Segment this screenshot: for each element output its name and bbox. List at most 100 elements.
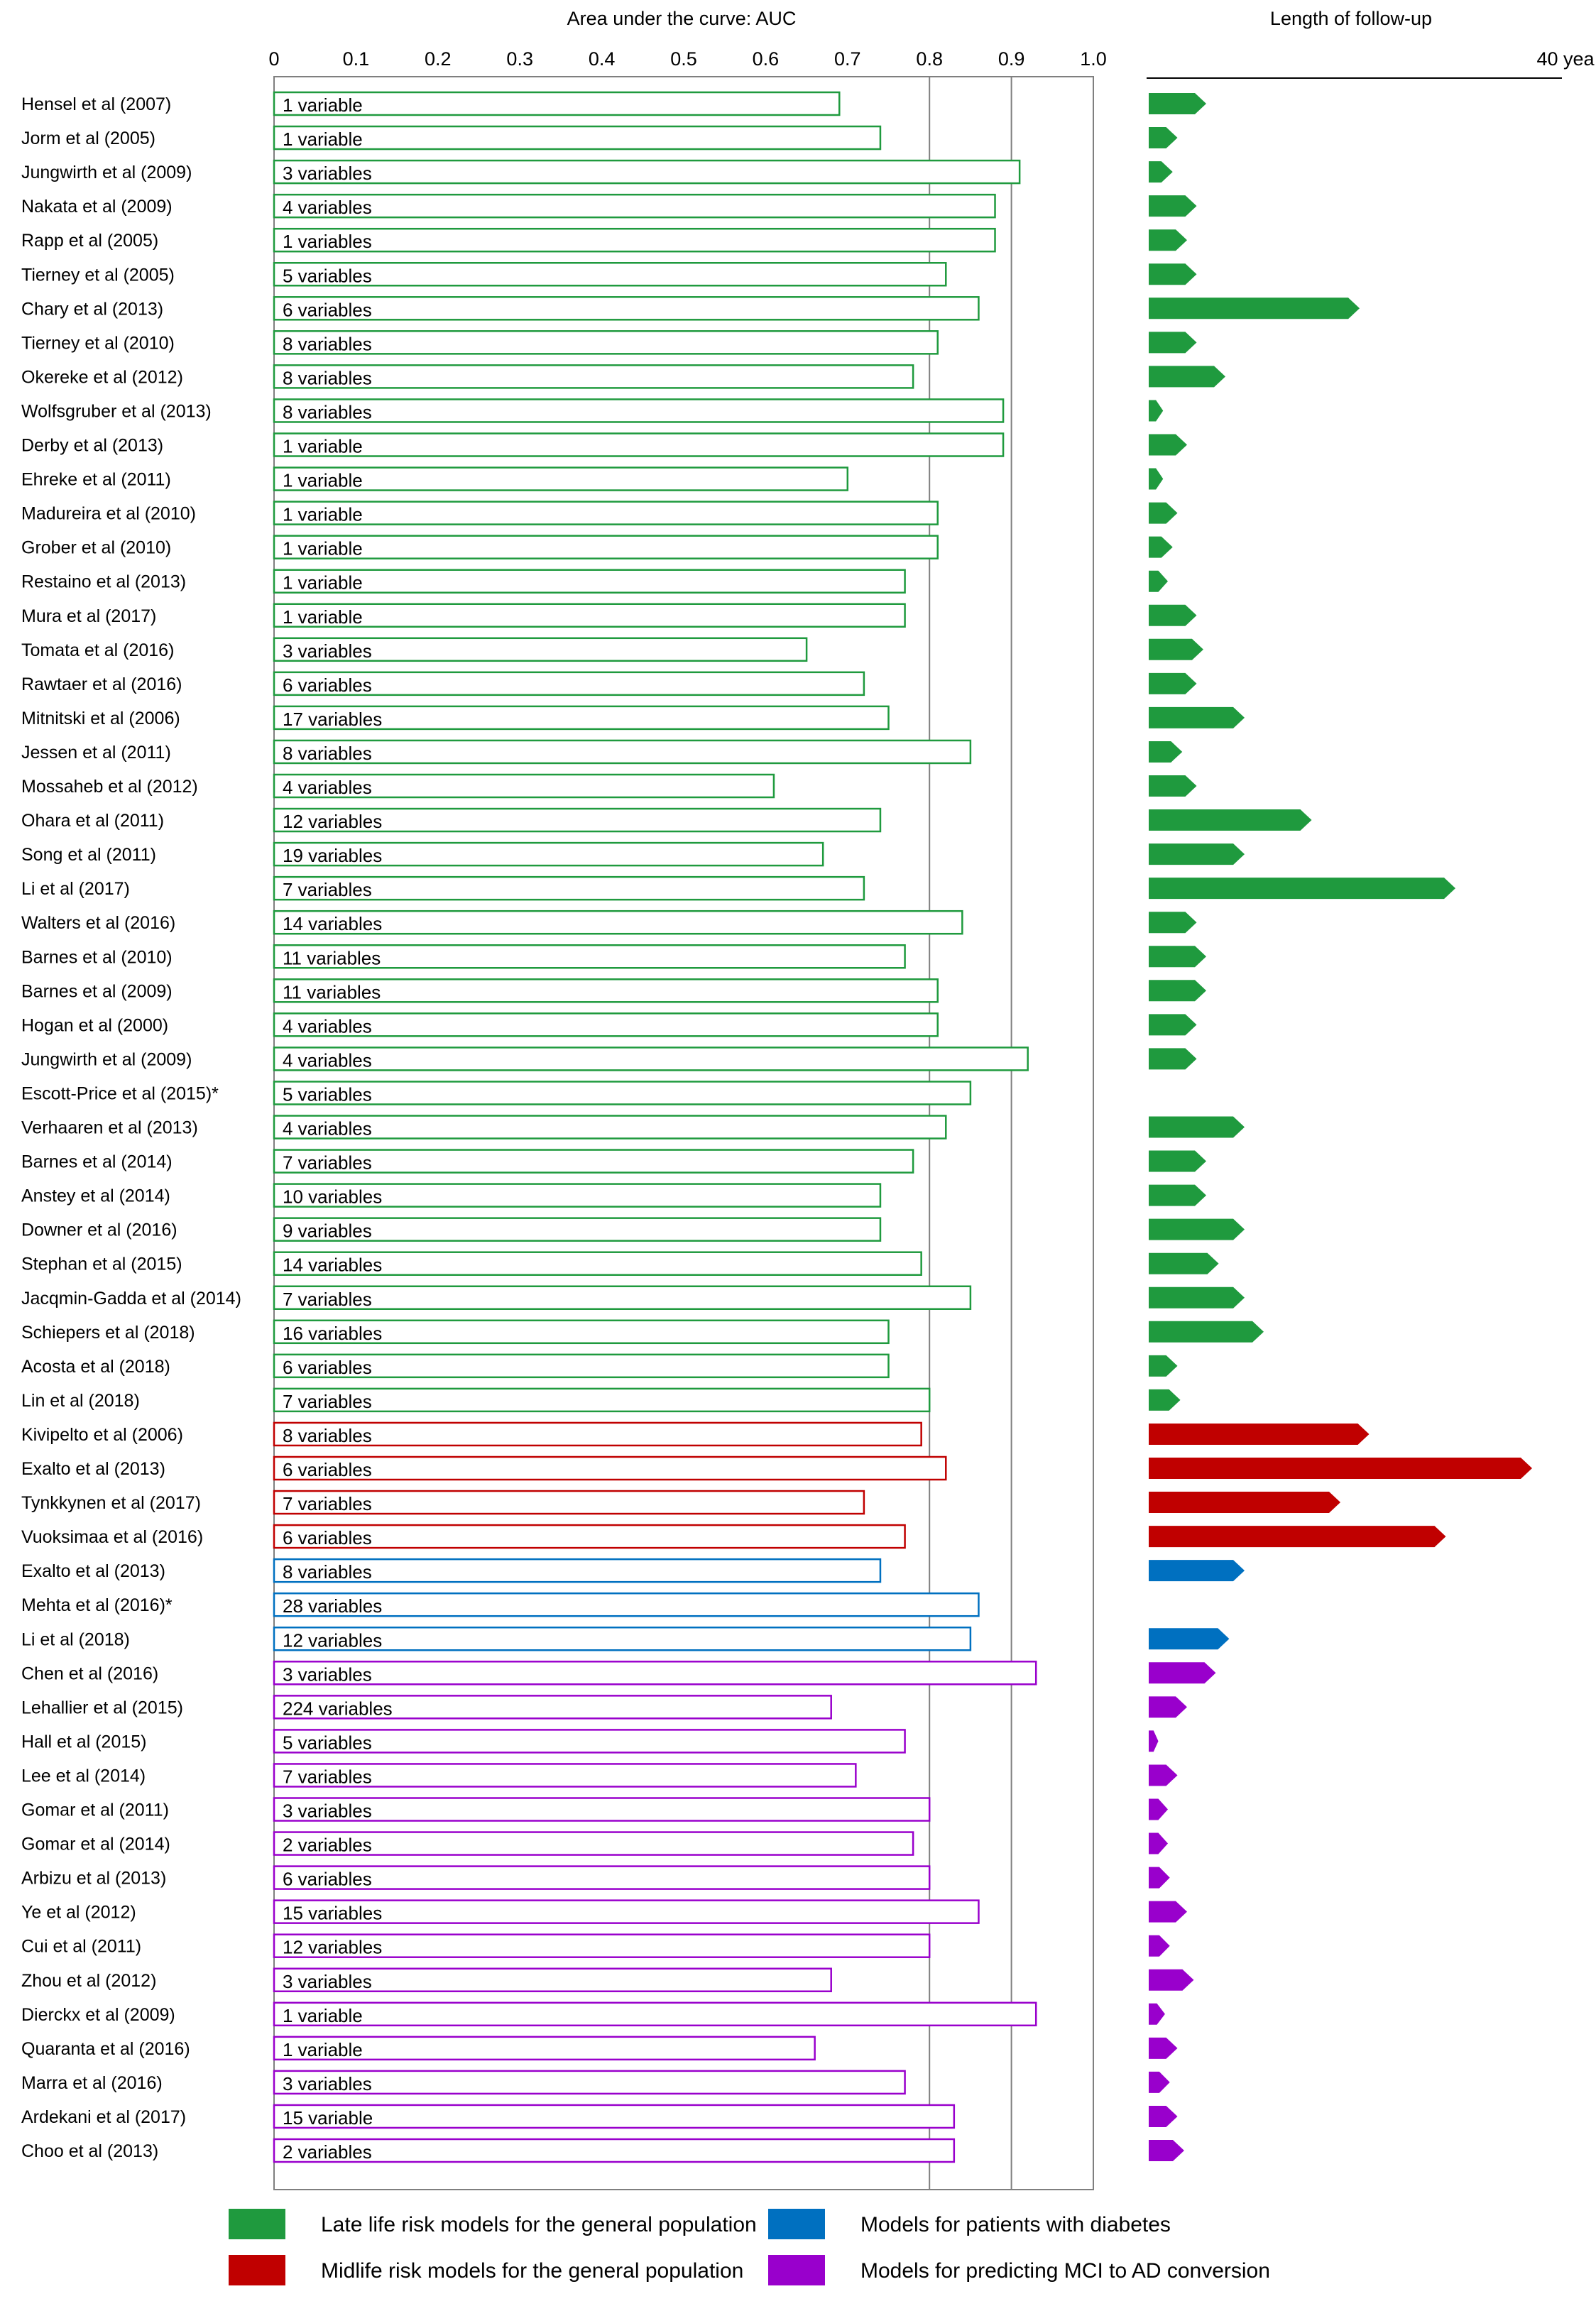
study-row: Restaino et al (2013) 1 variable <box>21 569 1168 594</box>
variables-label: 14 variables <box>283 913 382 934</box>
study-label: Ye et al (2012) <box>21 1903 136 1923</box>
legend-label: Midlife risk models for the general popu… <box>321 2259 743 2283</box>
variables-label: 8 variables <box>283 1425 372 1446</box>
auc-bar <box>273 193 996 219</box>
auc-bar <box>273 875 865 901</box>
study-row: Ohara et al (2011) 12 variables <box>21 807 1312 833</box>
followup-axis-end-label: 40 yea <box>1536 48 1595 70</box>
followup-axis-title: Length of follow-up <box>1270 8 1432 29</box>
study-label: Verhaaren et al (2013) <box>21 1118 198 1138</box>
followup-arrow <box>1149 1526 1446 1548</box>
study-label: Escott-Price et al (2015)* <box>21 1083 219 1103</box>
auc-bar <box>273 466 849 491</box>
auc-bar <box>273 807 882 833</box>
variables-label: 2 variables <box>283 2141 372 2163</box>
auc-bar <box>273 364 914 389</box>
study-row: Kivipelto et al (2006) 8 variables <box>21 1421 1370 1447</box>
auc-bar <box>273 841 824 867</box>
variables-label: 5 variables <box>283 1732 372 1753</box>
study-label: Gomar et al (2014) <box>21 1835 170 1854</box>
followup-arrow <box>1149 161 1173 183</box>
auc-tick-label: 0.3 <box>506 48 533 70</box>
variables-label: 7 variables <box>283 1289 372 1310</box>
variables-label: 1 variable <box>283 129 363 150</box>
auc-bar <box>273 1081 972 1105</box>
followup-arrow <box>1149 1458 1532 1479</box>
followup-arrow <box>1149 706 1245 728</box>
auc-tick-label: 0.2 <box>425 48 452 70</box>
study-row: Mura et al (2017) 1 variable <box>21 603 1197 628</box>
study-label: Quaranta et al (2016) <box>21 2039 190 2059</box>
study-row: Jungwirth et al (2009) 3 variables <box>21 159 1173 185</box>
legend-swatch <box>768 2209 825 2239</box>
followup-arrow <box>1149 1832 1168 1854</box>
variables-label: 7 variables <box>283 1152 372 1174</box>
variables-label: 6 variables <box>283 1869 372 1890</box>
followup-arrow <box>1149 2003 1165 2025</box>
auc-bar <box>273 2070 906 2095</box>
study-label: Stephan et al (2015) <box>21 1255 182 1274</box>
study-label: Tomata et al (2016) <box>21 640 174 660</box>
study-label: Ardekani et al (2017) <box>21 2107 186 2127</box>
study-row: Lehallier et al (2015) 224 variables <box>21 1695 1187 1720</box>
variables-label: 12 variables <box>283 1937 382 1958</box>
study-row: Tynkkynen et al (2017) 7 variables <box>21 1490 1340 1515</box>
followup-arrow <box>1149 400 1164 422</box>
auc-gridlines <box>929 77 1094 2190</box>
study-row: Marra et al (2016) 3 variables <box>21 2070 1170 2095</box>
legend-label: Models for patients with diabetes <box>860 2213 1171 2236</box>
followup-arrow <box>1149 1901 1187 1923</box>
study-row: Tomata et al (2016) 3 variables <box>21 637 1203 662</box>
followup-arrow <box>1149 2037 1178 2059</box>
study-row: Dierckx et al (2009) 1 variable <box>21 2001 1165 2027</box>
followup-arrow <box>1149 332 1197 354</box>
legend: Late life risk models for the general po… <box>229 2209 1270 2285</box>
auc-bar <box>273 1047 1029 1071</box>
study-label: Li et al (2017) <box>21 879 130 899</box>
auc-bar <box>273 1455 947 1481</box>
followup-arrow <box>1149 843 1245 865</box>
study-label: Acosta et al (2018) <box>21 1357 170 1377</box>
auc-bar <box>273 1933 931 1958</box>
variables-label: 4 variables <box>283 197 372 218</box>
study-label: Grober et al (2010) <box>21 538 171 558</box>
variables-label: 1 variable <box>283 436 363 457</box>
variables-label: 3 variables <box>283 1801 372 1822</box>
followup-arrow <box>1149 229 1187 251</box>
variables-label: 9 variables <box>283 1220 372 1242</box>
study-row: Jorm et al (2005) 1 variable <box>21 125 1178 151</box>
study-row: Mitnitski et al (2006) 17 variables <box>21 705 1245 731</box>
followup-arrow <box>1149 1355 1178 1377</box>
followup-arrow <box>1149 2071 1170 2093</box>
study-label: Rapp et al (2005) <box>21 231 158 251</box>
study-row: Zhou et al (2012) 3 variables <box>21 1967 1194 1992</box>
study-label: Madureira et al (2010) <box>21 504 196 524</box>
study-label: Barnes et al (2010) <box>21 947 173 967</box>
followup-arrow <box>1149 570 1168 592</box>
auc-bar <box>273 637 808 662</box>
study-label: Jungwirth et al (2009) <box>21 1049 192 1069</box>
variables-label: 6 variables <box>283 299 372 320</box>
variables-label: 15 variable <box>283 2107 373 2129</box>
followup-arrow <box>1149 604 1197 626</box>
study-row: Lin et al (2018) 7 variables <box>21 1387 1181 1413</box>
study-row: Jessen et al (2011) 8 variables <box>21 739 1183 765</box>
study-row: Derby et al (2013) 1 variable <box>21 432 1187 457</box>
study-label: Walters et al (2016) <box>21 913 175 933</box>
followup-arrow <box>1149 93 1206 114</box>
study-label: Lehallier et al (2015) <box>21 1698 183 1717</box>
legend-swatch <box>229 2255 285 2285</box>
study-row: Hensel et al (2007) 1 variable <box>21 91 1206 116</box>
study-label: Tynkkynen et al (2017) <box>21 1493 201 1513</box>
auc-bar <box>273 330 939 355</box>
variables-label: 1 variable <box>283 94 363 116</box>
study-row: Escott-Price et al (2015)* 5 variables <box>21 1081 972 1105</box>
study-row: Madureira et al (2010) 1 variable <box>21 501 1178 525</box>
auc-tick-label: 0.8 <box>916 48 943 70</box>
study-row: Rawtaer et al (2016) 6 variables <box>21 671 1197 696</box>
followup-arrow <box>1149 775 1197 797</box>
variables-label: 8 variables <box>283 401 372 422</box>
study-row: Chary et al (2013) 6 variables <box>21 296 1360 321</box>
study-label: Schiepers et al (2018) <box>21 1323 195 1343</box>
auc-bar <box>273 91 841 116</box>
